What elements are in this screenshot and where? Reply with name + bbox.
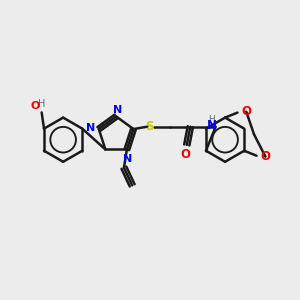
Text: N: N [113, 105, 122, 115]
Text: S: S [146, 120, 154, 133]
Text: N: N [86, 123, 95, 133]
Text: O: O [180, 148, 190, 161]
Text: O: O [242, 105, 252, 118]
Text: O: O [261, 150, 271, 163]
Text: N: N [206, 119, 217, 132]
Text: O: O [31, 101, 40, 111]
Text: H: H [38, 99, 45, 109]
Text: H: H [208, 115, 215, 124]
Text: N: N [123, 154, 132, 164]
